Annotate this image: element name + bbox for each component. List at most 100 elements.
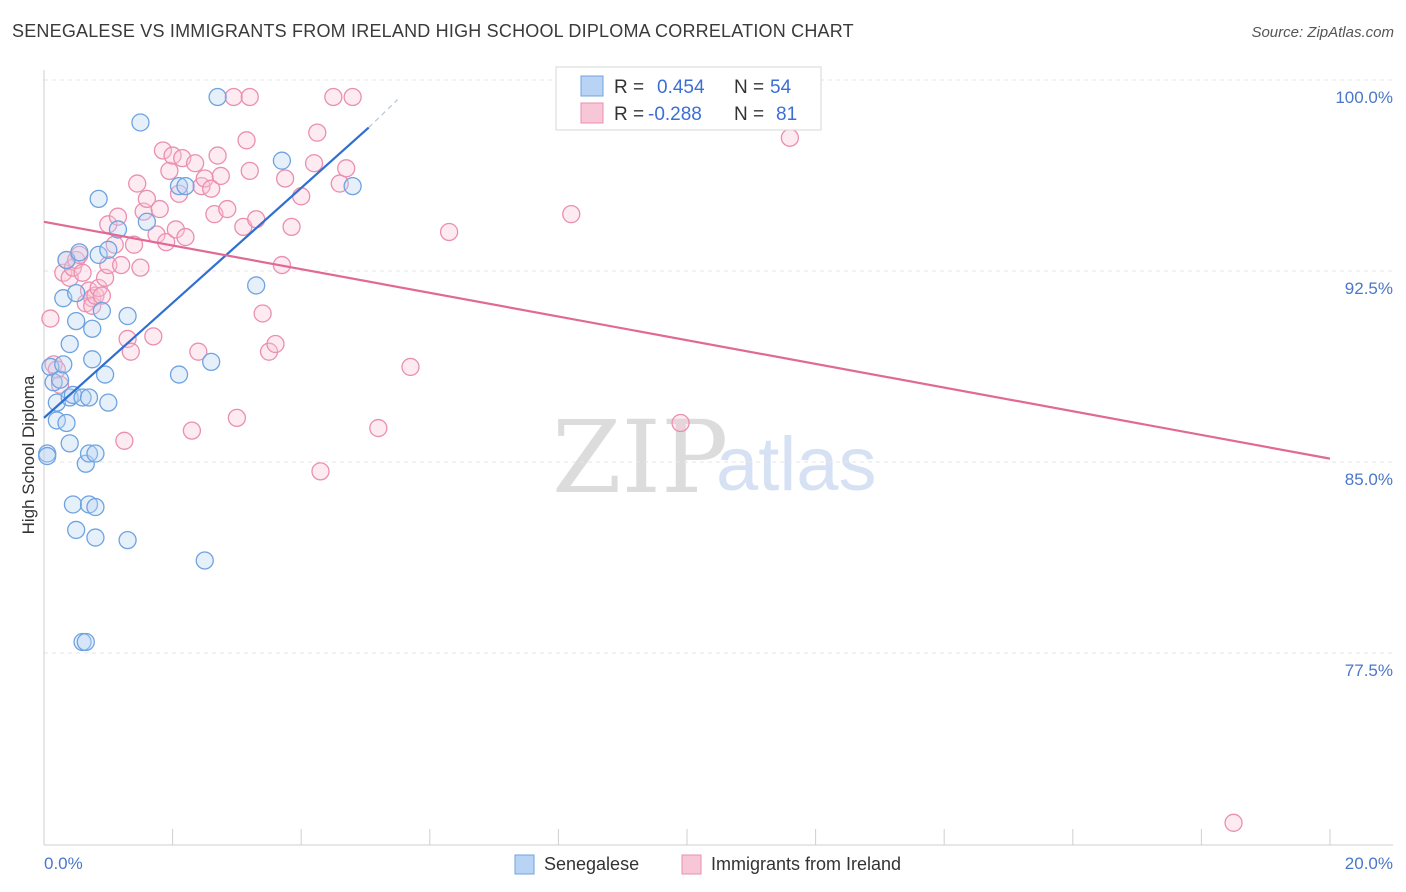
point-senegalese <box>92 301 112 321</box>
point-ireland <box>153 141 173 160</box>
point-ireland <box>304 154 324 173</box>
point-ireland <box>208 146 227 165</box>
point-senegalese <box>137 212 157 231</box>
point-ireland <box>337 159 356 178</box>
watermark-atlas: atlas <box>716 422 877 507</box>
point-senegalese <box>118 306 137 326</box>
bottom-legend-swatch-ireland <box>681 854 702 875</box>
legend-swatch-ireland <box>580 102 604 124</box>
watermark: ZIP atlas <box>552 399 877 516</box>
point-senegalese <box>38 446 57 466</box>
point-ireland <box>275 169 295 188</box>
point-ireland <box>308 123 327 142</box>
point-ireland <box>182 421 202 440</box>
point-ireland <box>282 217 301 237</box>
point-ireland <box>124 235 144 254</box>
point-ireland <box>137 189 157 209</box>
point-ireland <box>227 408 247 428</box>
point-senegalese <box>86 444 105 463</box>
point-ireland <box>121 342 140 361</box>
point-ireland <box>343 87 362 107</box>
legend-n-value-ireland: 81 <box>776 104 797 125</box>
point-senegalese <box>247 276 266 295</box>
point-senegalese <box>86 497 105 517</box>
point-ireland <box>369 418 388 438</box>
point-senegalese <box>95 365 115 384</box>
point-ireland <box>185 154 205 173</box>
legend-r-value-senegalese: 0.454 <box>657 77 705 98</box>
point-senegalese <box>60 434 79 453</box>
point-ireland <box>240 87 259 107</box>
point-ireland <box>144 327 163 346</box>
legend-n-label-ireland: N = <box>734 104 764 125</box>
point-ireland <box>311 462 330 481</box>
point-senegalese <box>343 176 362 196</box>
point-senegalese <box>272 151 292 170</box>
legend-r-label-senegalese: R = <box>614 77 644 98</box>
point-senegalese <box>54 355 73 374</box>
legend-r-label-ireland: R = <box>614 104 644 125</box>
legend-r-value-ireland: -0.288 <box>648 104 702 125</box>
series-immigrants-from-ireland <box>41 87 1243 832</box>
point-senegalese <box>63 495 83 514</box>
point-ireland <box>41 309 60 328</box>
y-tick-labels: 100.0% 92.5% 85.0% 77.5% <box>1335 88 1393 680</box>
y-tick-label: 77.5% <box>1345 661 1393 680</box>
source-credit: Source: ZipAtlas.com <box>1251 24 1394 41</box>
bottom-legend-label-ireland: Immigrants from Ireland <box>711 854 901 874</box>
point-senegalese <box>67 311 86 331</box>
point-senegalese <box>99 240 118 259</box>
y-axis-label: High School Diploma <box>19 375 38 534</box>
series-senegalese <box>38 87 362 652</box>
x-ticks <box>43 829 1331 845</box>
stats-legend: R = 0.454 N = 54 R = -0.288 N = 81 <box>555 66 822 131</box>
point-ireland <box>1224 813 1243 832</box>
point-senegalese <box>50 370 70 389</box>
point-ireland <box>73 263 92 282</box>
bottom-legend-swatch-senegalese <box>514 854 535 875</box>
point-ireland <box>160 161 179 181</box>
point-ireland <box>266 334 285 354</box>
trend-line-ireland <box>43 220 1331 460</box>
y-tick-label: 100.0% <box>1335 88 1393 107</box>
point-senegalese <box>118 530 137 550</box>
legend-n-value-senegalese: 54 <box>770 77 792 98</box>
point-senegalese <box>89 189 108 209</box>
point-senegalese <box>99 393 118 412</box>
point-ireland <box>253 304 272 323</box>
point-ireland <box>44 355 63 374</box>
point-senegalese <box>73 388 92 407</box>
point-ireland <box>562 204 581 224</box>
point-senegalese <box>169 365 189 384</box>
point-ireland <box>671 413 690 433</box>
legend-n-label-senegalese: N = <box>734 77 764 98</box>
point-senegalese <box>86 528 105 547</box>
point-senegalese <box>76 632 95 652</box>
bottom-legend-label-senegalese: Senegalese <box>544 854 639 874</box>
point-senegalese <box>89 245 108 265</box>
point-ireland <box>189 342 208 361</box>
point-ireland <box>224 87 243 107</box>
point-senegalese <box>79 444 99 463</box>
point-senegalese <box>60 334 79 354</box>
watermark-zip: ZIP <box>552 399 728 516</box>
point-ireland <box>211 166 230 186</box>
point-senegalese <box>67 520 86 540</box>
trend-line-senegalese-extension <box>368 99 399 128</box>
point-senegalese <box>208 87 227 107</box>
point-ireland <box>176 227 195 247</box>
point-ireland <box>401 357 420 377</box>
point-ireland <box>240 161 259 181</box>
point-ireland <box>202 179 221 198</box>
point-ireland <box>112 255 131 275</box>
y-tick-label: 92.5% <box>1345 279 1393 298</box>
point-senegalese <box>131 113 150 132</box>
point-ireland <box>108 207 128 226</box>
y-tick-label: 85.0% <box>1345 470 1393 489</box>
chart-title: SENEGALESE VS IMMIGRANTS FROM IRELAND HI… <box>12 21 854 41</box>
point-senegalese <box>202 352 221 372</box>
point-ireland <box>439 222 459 242</box>
x-tick-label-min: 0.0% <box>44 854 83 873</box>
point-ireland <box>131 258 150 277</box>
